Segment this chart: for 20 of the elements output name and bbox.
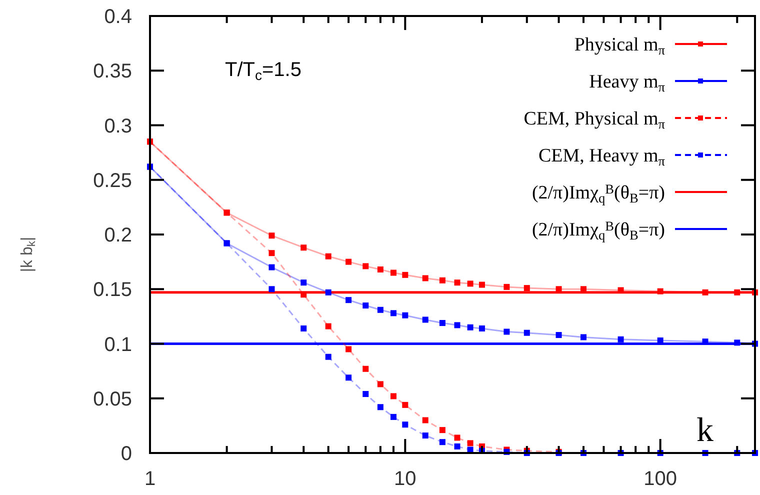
legend-label: (2/π)Imχ$_{q}$$^{B}$(θ$_{B}$=π) — [532, 218, 665, 243]
y-tick-label: 0.15 — [93, 279, 132, 302]
y-tick-label: 0.05 — [93, 388, 132, 410]
x-tick-label: 100 — [644, 468, 678, 490]
x-tick-label: 1 — [144, 468, 156, 490]
annotation: T/T$_{c}$=1.5 — [225, 59, 302, 84]
legend-label: Physical m$_{π}$ — [574, 34, 666, 58]
y-tick-label: 0.4 — [104, 6, 132, 28]
legend-label: CEM, Physical m$_{π}$ — [524, 108, 666, 132]
y-tick-label: 0.25 — [93, 170, 132, 192]
y-tick-label: 0.2 — [104, 224, 132, 246]
legend-label: (2/π)Imχ$_{q}$$^{B}$(θ$_{B}$=π) — [532, 181, 665, 206]
y-tick-label: 0 — [120, 443, 132, 465]
legend-label: Heavy m$_{π}$ — [589, 72, 666, 95]
y-tick-label: 0.35 — [93, 60, 132, 83]
y-tick-label: 0.1 — [104, 334, 132, 356]
x-axis-title: k — [696, 412, 714, 449]
x-tick-label: 10 — [394, 468, 416, 490]
legend-label: CEM, Heavy m$_{π}$ — [538, 146, 666, 169]
y-tick-label: 0.3 — [104, 115, 132, 138]
